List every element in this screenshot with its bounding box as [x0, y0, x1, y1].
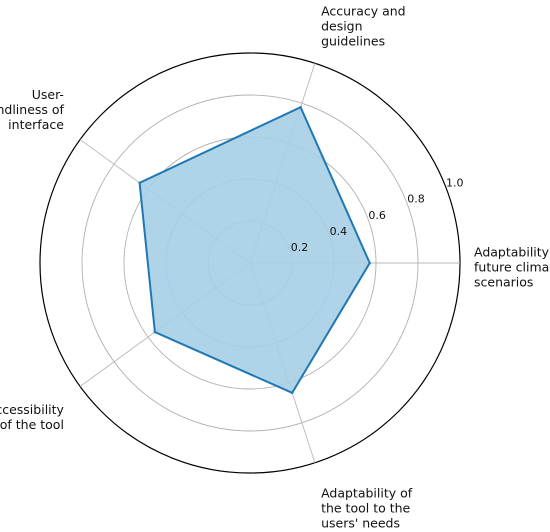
series-area [139, 107, 370, 393]
category-label-line: future climate [474, 260, 550, 275]
category-label: Adaptability of the tool to the users' nee… [321, 486, 413, 528]
series-point [368, 261, 371, 265]
category-label-line: scenarios [474, 275, 533, 290]
series-point [290, 391, 294, 395]
series-line [138, 105, 371, 395]
series-point [138, 181, 141, 184]
category-label: Accessibilityof the tool [0, 402, 65, 432]
category-label-line: Adaptability of [321, 486, 413, 501]
radial-tick-label: 0.8 [407, 193, 425, 206]
category-label-line: Accuracy and [321, 3, 406, 18]
series-layer [138, 105, 371, 395]
category-label: Accuracy and design guidelines [321, 3, 406, 48]
category-label-line: User- [32, 87, 64, 102]
category-label-line: friendliness of [0, 102, 65, 117]
category-label-line: users' needs [321, 516, 400, 528]
category-label-line: Accessibility [0, 402, 65, 417]
radial-tick-labels: 0.2 0.4 0.6 0.8 1.0 [291, 177, 464, 254]
radial-tick-label: 0.4 [330, 225, 348, 238]
category-labels: Adaptability tofuture climatescenarios Ac… [0, 3, 550, 530]
radial-tick-label: 1.0 [446, 177, 464, 190]
series-point [153, 330, 157, 334]
radial-tick-label: 0.2 [291, 241, 309, 254]
category-label: Adaptability tofuture climatescenarios [474, 245, 550, 290]
series-point [299, 106, 302, 109]
category-label-line: the tool to the [321, 501, 410, 516]
category-label-line: design [321, 18, 362, 33]
category-label-line: Adaptability to [474, 245, 550, 260]
category-label-line: interface [8, 117, 64, 132]
radial-tick-label: 0.6 [368, 209, 386, 222]
category-label-line: of the tool [0, 417, 64, 432]
category-label-line: guidelines [321, 33, 385, 48]
